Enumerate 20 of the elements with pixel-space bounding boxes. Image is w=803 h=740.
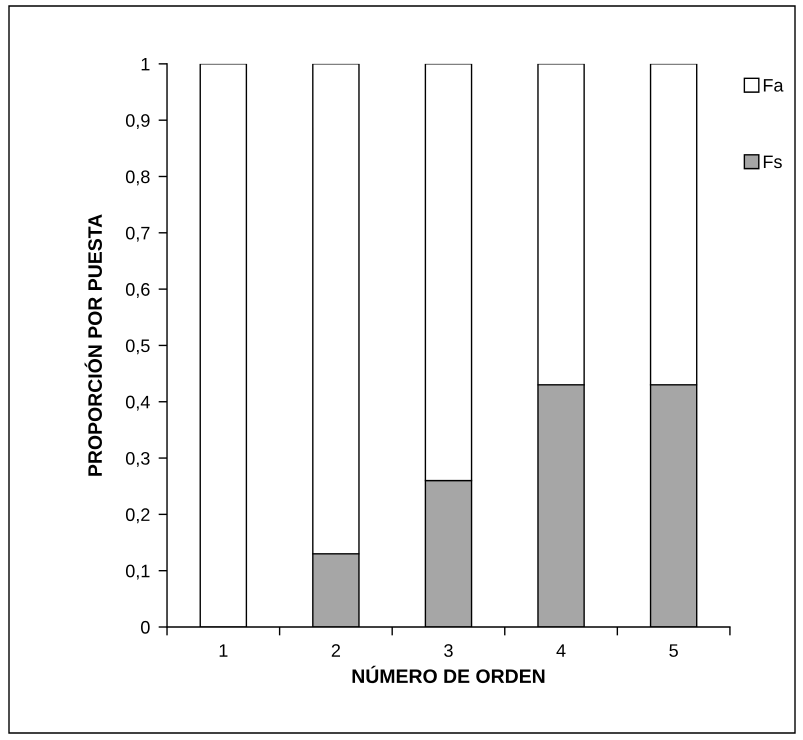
x-tick-label: 1 — [220, 644, 228, 657]
y-axis-title: PROPORCIÓN POR PUESTA — [84, 214, 102, 476]
legend-label: Fa — [764, 79, 784, 92]
x-tick-label: 2 — [332, 644, 340, 657]
y-tick-label: 0,2 — [126, 508, 150, 524]
y-tick-label: 0,9 — [126, 114, 150, 130]
x-tick-label: 5 — [669, 644, 678, 657]
y-tick-label: 0,7 — [126, 226, 150, 242]
y-tick-label: 1 — [142, 58, 150, 70]
y-tick-label: 0,4 — [126, 396, 150, 411]
y-tick-label: 0,8 — [126, 170, 150, 186]
y-tick-label: 0,5 — [126, 339, 150, 354]
y-tick-label: 0,6 — [126, 283, 150, 298]
x-tick-label: 4 — [556, 644, 566, 657]
x-axis-title: NÚMERO DE ORDEN — [352, 666, 544, 684]
y-tick-label: 0,1 — [126, 564, 150, 580]
y-tick-label: 0,3 — [126, 452, 150, 467]
legend-label: Fs — [764, 156, 782, 168]
x-tick-label: 3 — [444, 644, 453, 657]
y-tick-label: 0 — [141, 620, 150, 634]
